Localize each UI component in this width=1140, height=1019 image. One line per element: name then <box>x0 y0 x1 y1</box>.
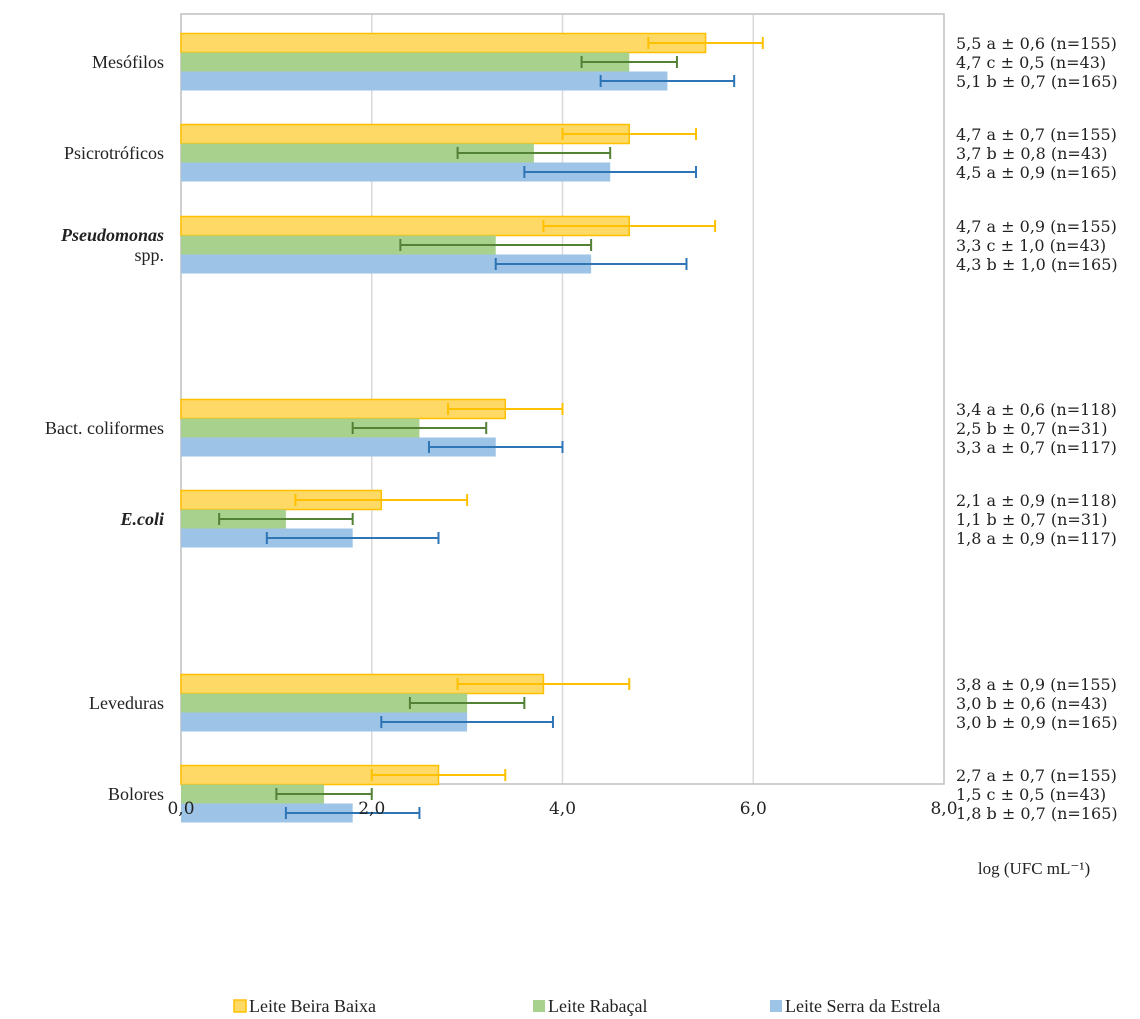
value-annotation: 2,5 b ± 0,7 (n=31) <box>956 419 1107 438</box>
legend-swatch <box>233 999 247 1013</box>
value-annotations: 5,5 a ± 0,6 (n=155) 4,7 a ± 0,7 (n=155) 4,… <box>956 34 1118 823</box>
value-annotation: 1,1 b ± 0,7 (n=31) <box>956 510 1107 529</box>
bar <box>181 143 534 163</box>
value-annotation: 4,3 b ± 1,0 (n=165) <box>956 255 1118 274</box>
value-annotation: 3,0 b ± 0,9 (n=165) <box>956 713 1118 732</box>
bar <box>181 712 468 732</box>
category-label: Pseudomonas <box>60 225 164 245</box>
legend-swatch <box>770 1000 782 1012</box>
x-axis-title: log (UFC mL⁻¹) <box>978 859 1090 878</box>
value-annotation: 3,3 a ± 0,7 (n=117) <box>956 438 1117 457</box>
bar <box>181 437 496 457</box>
x-tick-label: 6,0 <box>740 799 767 819</box>
value-annotation: 4,7 a ± 0,7 (n=155) <box>956 125 1117 144</box>
value-annotation: 5,1 b ± 0,7 (n=165) <box>956 72 1118 91</box>
error-bars <box>218 37 764 819</box>
x-tick-label: 8,0 <box>930 799 957 819</box>
value-annotation: 4,7 c ± 0,5 (n=43) <box>956 53 1106 72</box>
legend-item: Leite Beira Baixa <box>233 996 376 1016</box>
legend: Leite Beira Baixa Leite Rabaçal Leite Serr… <box>233 996 940 1016</box>
bar <box>181 235 496 255</box>
category-label: Leveduras <box>89 693 164 713</box>
legend-label: Leite Serra da Estrela <box>785 996 940 1016</box>
bar <box>181 418 420 438</box>
legend-swatch <box>533 1000 545 1012</box>
bar <box>181 254 592 274</box>
value-annotation: 3,0 b ± 0,6 (n=43) <box>956 694 1107 713</box>
category-label: Psicrotróficos <box>64 143 164 163</box>
bar <box>181 693 468 713</box>
bar <box>180 32 707 54</box>
legend-item: Leite Serra da Estrela <box>770 996 940 1016</box>
x-tick-label: 0,0 <box>167 799 194 819</box>
value-annotation: 1,8 b ± 0,7 (n=165) <box>956 804 1118 823</box>
category-label: Bact. coliformes <box>45 418 164 438</box>
value-annotation: 3,8 a ± 0,9 (n=155) <box>956 675 1117 694</box>
bar <box>181 803 353 823</box>
legend-item: Leite Rabaçal <box>533 996 647 1016</box>
category-label: Bolores <box>108 784 164 804</box>
category-label: Mesófilos <box>92 52 164 72</box>
bar <box>181 162 611 182</box>
value-annotation: 3,7 b ± 0,8 (n=43) <box>956 144 1107 163</box>
bar <box>181 71 668 91</box>
value-annotation: 3,4 a ± 0,6 (n=118) <box>956 400 1117 419</box>
x-tick-labels: 0,0 2,0 4,0 6,0 8,0 <box>167 799 957 819</box>
value-annotation: 3,3 c ± 1,0 (n=43) <box>956 236 1106 255</box>
category-label: spp. <box>134 245 164 265</box>
value-annotation: 5,5 a ± 0,6 (n=155) <box>956 34 1117 53</box>
x-tick-label: 4,0 <box>549 799 576 819</box>
value-annotation: 1,8 a ± 0,9 (n=117) <box>956 529 1117 548</box>
bar <box>181 52 630 72</box>
value-annotation: 2,1 a ± 0,9 (n=118) <box>956 491 1117 510</box>
value-annotation: 4,5 a ± 0,9 (n=165) <box>956 163 1117 182</box>
value-annotation: 2,7 a ± 0,7 (n=155) <box>956 766 1117 785</box>
category-label: E.coli <box>120 509 165 529</box>
legend-label: Leite Rabaçal <box>548 996 647 1016</box>
value-annotation: 4,7 a ± 0,9 (n=155) <box>956 217 1117 236</box>
value-annotation: 1,5 c ± 0,5 (n=43) <box>956 785 1106 804</box>
legend-label: Leite Beira Baixa <box>249 996 376 1016</box>
x-tick-label: 2,0 <box>358 799 385 819</box>
bar <box>181 784 325 804</box>
